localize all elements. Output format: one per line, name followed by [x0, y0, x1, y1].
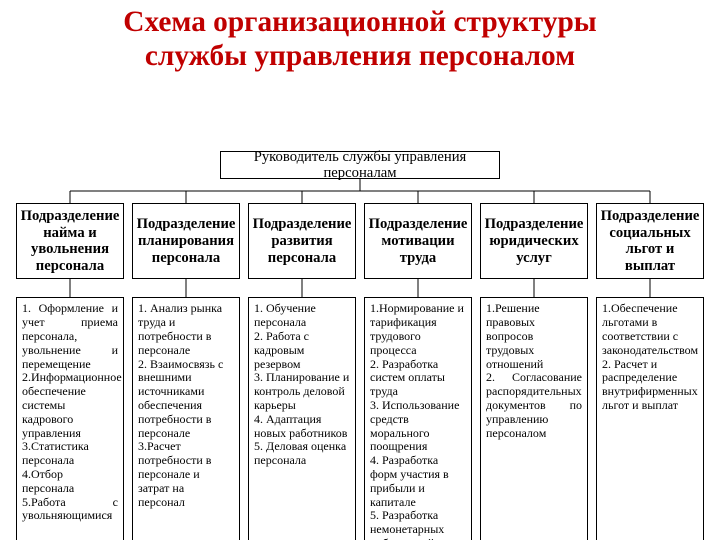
- funcs-box-3-line: 2. Разработка систем оплаты труда: [370, 357, 445, 399]
- funcs-box-4-line: 1.Решение правовых вопросов трудовых отн…: [486, 301, 543, 370]
- funcs-box-0-line: 4.Отбор персонала: [22, 467, 74, 495]
- dept-box-0-line: Подразделение найма и увольнения персона…: [21, 208, 120, 275]
- funcs-box-2-line: 5. Деловая оценка персонала: [254, 439, 346, 467]
- funcs-box-1-line: 2. Взаимосвязь с внешними источниками об…: [138, 357, 223, 440]
- funcs-box-3: 1.Нормирование и тарификация трудового п…: [364, 297, 472, 540]
- funcs-box-3-line: 5. Разработка немонетарных побудителей с…: [370, 508, 444, 540]
- funcs-box-1-line: 3.Расчет потребности в персонале и затра…: [138, 439, 211, 508]
- title-line1: Схема организационной структуры: [123, 6, 596, 38]
- dept-box-4: Подразделение юридических услуг: [480, 203, 588, 279]
- funcs-box-3-line: 1.Нормирование и тарификация трудового п…: [370, 301, 464, 356]
- funcs-box-0: 1. Оформление и учет приема персонала, у…: [16, 297, 124, 540]
- page-title: Схема организационной структуры службы у…: [0, 0, 720, 73]
- dept-box-0: Подразделение найма и увольнения персона…: [16, 203, 124, 279]
- funcs-box-2-line: 4. Адаптация новых работников: [254, 412, 347, 440]
- funcs-box-4-line: 2. Согласование распорядительных докумен…: [486, 370, 582, 439]
- funcs-box-2-line: 3. Планирование и контроль деловой карье…: [254, 370, 349, 412]
- funcs-box-3-line: 3. Использование средств морального поощ…: [370, 398, 459, 453]
- funcs-box-2-line: 1. Обучение персонала: [254, 301, 316, 329]
- dept-box-5-line: Подразделение социальных льгот и выплат: [601, 208, 700, 275]
- dept-box-1: Подразделение планирования персонала: [132, 203, 240, 279]
- root-box: Руководитель службы управления персонала…: [220, 151, 500, 179]
- dept-box-3: Подразделение мотивации труда: [364, 203, 472, 279]
- funcs-box-2: 1. Обучение персонала2. Работа с кадровы…: [248, 297, 356, 540]
- funcs-box-0-line: 2.Информационное обеспечение системы кад…: [22, 370, 122, 439]
- funcs-box-5-line: 2. Расчет и распределение внутрифирменны…: [602, 357, 698, 412]
- dept-box-1-line: Подразделение планирования персонала: [137, 216, 236, 267]
- funcs-box-1: 1. Анализ рынка труда и потребности в пе…: [132, 297, 240, 540]
- dept-box-5: Подразделение социальных льгот и выплат: [596, 203, 704, 279]
- dept-box-4-line: Подразделение юридических услуг: [485, 216, 584, 267]
- dept-box-2: Подразделение развития персонала: [248, 203, 356, 279]
- funcs-box-0-line: 5.Работа с увольняющимися: [22, 495, 118, 523]
- funcs-box-0-line: 3.Статистика персонала: [22, 439, 89, 467]
- funcs-box-5-line: 1.Обеспечение льготами в соответствии с …: [602, 301, 698, 356]
- funcs-box-3-line: 4. Разработка форм участия в прибыли и к…: [370, 453, 449, 508]
- dept-box-3-line: Подразделение мотивации труда: [369, 216, 468, 267]
- root-box-line: Руководитель службы управления персонала…: [226, 149, 494, 183]
- funcs-box-1-line: 1. Анализ рынка труда и потребности в пе…: [138, 301, 222, 356]
- funcs-box-2-line: 2. Работа с кадровым резервом: [254, 329, 309, 371]
- funcs-box-5: 1.Обеспечение льготами в соответствии с …: [596, 297, 704, 540]
- title-line2: службы управления персоналом: [145, 40, 575, 72]
- funcs-box-0-line: 1. Оформление и учет приема персонала, у…: [22, 301, 118, 370]
- funcs-box-4: 1.Решение правовых вопросов трудовых отн…: [480, 297, 588, 540]
- dept-box-2-line: Подразделение развития персонала: [253, 216, 352, 267]
